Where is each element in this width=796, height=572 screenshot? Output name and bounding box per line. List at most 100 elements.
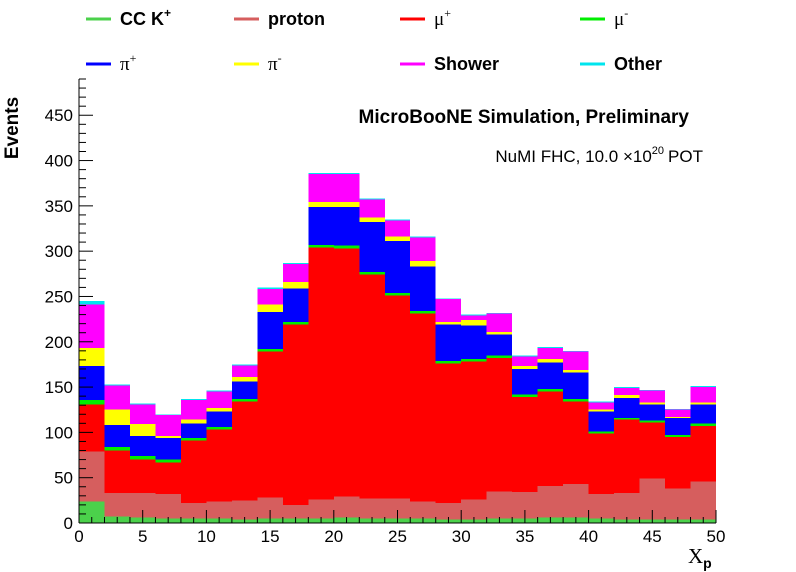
legend-label: Shower xyxy=(434,54,499,74)
bar-3-bin-23 xyxy=(665,435,691,437)
bar-5-bin-23 xyxy=(665,416,691,418)
bar-2-bin-24 xyxy=(690,426,716,482)
bar-6-bin-17 xyxy=(512,356,538,367)
bar-7-bin-21 xyxy=(614,387,640,388)
bar-1-bin-9 xyxy=(308,499,334,519)
bar-3-bin-6 xyxy=(231,398,258,402)
bar-2-bin-13 xyxy=(410,313,436,502)
bar-1-bin-3 xyxy=(155,494,181,519)
chart-subtitle: NuMI FHC, 10.0 ×1020 POT xyxy=(495,145,703,166)
bar-2-bin-23 xyxy=(665,436,691,489)
y-tick-label: 350 xyxy=(45,197,73,216)
bar-7-bin-6 xyxy=(231,364,258,366)
bar-4-bin-24 xyxy=(690,404,716,424)
bar-3-bin-10 xyxy=(333,245,360,249)
bar-6-bin-12 xyxy=(384,220,411,237)
x-tick-label: 50 xyxy=(707,527,726,546)
bar-1-bin-5 xyxy=(206,501,232,519)
bar-1-bin-11 xyxy=(359,498,385,519)
x-tick-label: 30 xyxy=(452,527,471,546)
bar-7-bin-24 xyxy=(690,386,716,388)
bar-1-bin-20 xyxy=(588,494,615,519)
histogram-bars xyxy=(79,173,716,523)
bar-3-bin-17 xyxy=(512,394,538,398)
bar-6-bin-16 xyxy=(486,313,513,332)
bar-6-bin-23 xyxy=(665,409,691,417)
bar-1-bin-4 xyxy=(180,503,207,519)
bar-2-bin-4 xyxy=(180,440,207,504)
x-tick-label: 0 xyxy=(74,527,83,546)
legend-label: CC K+ xyxy=(120,6,171,29)
bar-1-bin-24 xyxy=(690,481,716,520)
bar-5-bin-11 xyxy=(359,217,385,223)
bar-2-bin-5 xyxy=(206,429,232,502)
bar-6-bin-6 xyxy=(231,365,258,378)
bar-4-bin-18 xyxy=(537,362,564,389)
bar-7-bin-11 xyxy=(359,198,385,200)
bar-6-bin-4 xyxy=(180,399,207,420)
legend-label: μ- xyxy=(614,6,628,30)
x-tick-label: 10 xyxy=(197,527,216,546)
bar-1-bin-7 xyxy=(257,497,283,519)
bar-6-bin-11 xyxy=(359,199,385,218)
bar-4-bin-17 xyxy=(512,368,538,395)
legend-label: π- xyxy=(268,51,282,75)
bar-3-bin-14 xyxy=(435,360,462,364)
bar-0-bin-0 xyxy=(79,501,105,523)
bar-6-bin-13 xyxy=(410,237,436,262)
bar-7-bin-12 xyxy=(384,219,411,221)
bar-1-bin-8 xyxy=(282,504,309,519)
bar-6-bin-24 xyxy=(690,387,716,403)
bar-4-bin-19 xyxy=(563,372,589,399)
bar-5-bin-16 xyxy=(486,331,513,335)
bar-1-bin-15 xyxy=(461,499,487,520)
bar-7-bin-10 xyxy=(333,173,360,175)
bar-4-bin-5 xyxy=(206,411,232,427)
bar-7-bin-19 xyxy=(563,350,589,352)
x-tick-label: 25 xyxy=(388,527,407,546)
bar-2-bin-14 xyxy=(435,363,462,504)
bar-5-bin-19 xyxy=(563,369,589,373)
bar-5-bin-8 xyxy=(282,281,309,289)
bar-4-bin-0 xyxy=(79,366,105,400)
bar-3-bin-20 xyxy=(588,431,615,434)
bar-3-bin-18 xyxy=(537,388,564,392)
bar-2-bin-8 xyxy=(282,324,309,505)
bar-1-bin-1 xyxy=(104,493,130,517)
bar-7-bin-14 xyxy=(435,298,462,300)
bar-3-bin-21 xyxy=(614,417,640,420)
bar-5-bin-17 xyxy=(512,366,538,369)
bar-4-bin-1 xyxy=(104,425,130,447)
bar-6-bin-1 xyxy=(104,385,130,410)
bar-3-bin-2 xyxy=(129,455,156,460)
bar-7-bin-23 xyxy=(665,408,691,410)
bar-4-bin-21 xyxy=(614,397,640,418)
y-tick-label: 0 xyxy=(64,514,73,533)
bar-7-bin-8 xyxy=(282,262,309,264)
legend-label: μ+ xyxy=(434,6,451,30)
bar-3-bin-13 xyxy=(410,310,436,314)
y-tick-label: 400 xyxy=(45,152,73,171)
bar-6-bin-21 xyxy=(614,387,640,396)
y-tick-label: 150 xyxy=(45,378,73,397)
x-tick-label: 35 xyxy=(515,527,534,546)
bar-4-bin-13 xyxy=(410,266,436,311)
x-tick-label: 45 xyxy=(643,527,662,546)
bar-7-bin-0 xyxy=(79,301,105,305)
bar-3-bin-0 xyxy=(79,399,105,405)
bar-2-bin-21 xyxy=(614,419,640,494)
bar-4-bin-4 xyxy=(180,423,207,438)
legend-label: Other xyxy=(614,54,662,74)
bar-7-bin-20 xyxy=(588,401,615,403)
bar-3-bin-5 xyxy=(206,426,232,430)
bar-7-bin-5 xyxy=(206,390,232,392)
bar-3-bin-9 xyxy=(308,244,334,248)
bar-7-bin-3 xyxy=(155,414,181,416)
bar-2-bin-1 xyxy=(104,450,130,494)
bar-5-bin-15 xyxy=(461,320,487,326)
bar-1-bin-21 xyxy=(614,493,640,520)
bar-6-bin-22 xyxy=(639,390,666,403)
bar-4-bin-11 xyxy=(359,222,385,273)
bar-3-bin-15 xyxy=(461,358,487,362)
bar-7-bin-1 xyxy=(104,384,130,386)
